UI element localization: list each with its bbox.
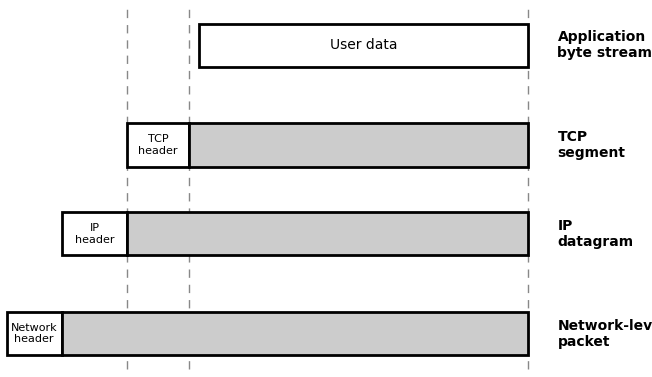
Bar xyxy=(127,124,189,167)
Text: Network-level
packet: Network-level packet xyxy=(557,319,652,349)
Bar xyxy=(127,212,528,256)
Text: TCP
header: TCP header xyxy=(138,134,178,156)
Bar xyxy=(62,212,127,256)
Text: User data: User data xyxy=(330,38,397,52)
Bar xyxy=(189,124,528,167)
Text: Application
byte stream: Application byte stream xyxy=(557,30,652,60)
Text: TCP
segment: TCP segment xyxy=(557,130,625,160)
Bar xyxy=(7,312,62,355)
Bar xyxy=(62,312,528,355)
Text: IP
header: IP header xyxy=(75,223,114,245)
Text: IP
datagram: IP datagram xyxy=(557,219,634,249)
Text: Network
header: Network header xyxy=(11,323,57,345)
Bar xyxy=(199,23,528,67)
